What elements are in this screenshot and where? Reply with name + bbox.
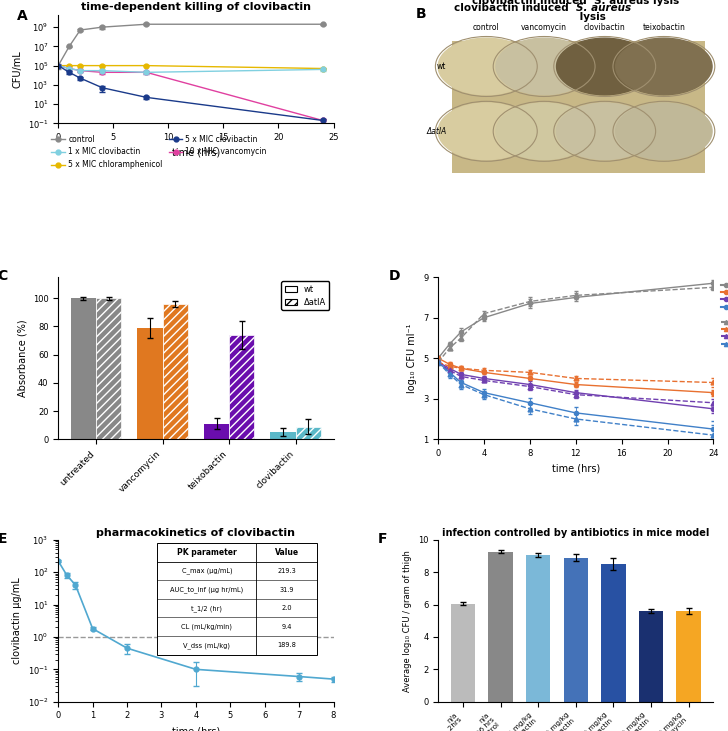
Text: 219.3: 219.3	[277, 568, 296, 574]
Text: AUC_to_inf (μg hr/mL): AUC_to_inf (μg hr/mL)	[170, 586, 244, 593]
Text: 189.8: 189.8	[277, 643, 296, 648]
Title: pharmacokinetics of clovibactin: pharmacokinetics of clovibactin	[96, 528, 296, 537]
Circle shape	[438, 38, 534, 95]
Text: wt: wt	[437, 62, 446, 71]
Text: vancomycin: vancomycin	[521, 23, 567, 32]
Bar	[601, 564, 625, 702]
Text: D: D	[389, 269, 400, 283]
Text: B: B	[416, 7, 427, 20]
Circle shape	[616, 103, 712, 159]
Text: teixobactin: teixobactin	[642, 23, 685, 32]
X-axis label: time (hrs): time (hrs)	[172, 148, 220, 158]
Bar	[162, 304, 188, 439]
Text: S. aureus: S. aureus	[576, 3, 631, 13]
Text: F: F	[378, 531, 387, 545]
Bar	[563, 558, 588, 702]
Bar	[229, 335, 255, 439]
Text: 31.9: 31.9	[280, 586, 294, 593]
Text: clovibactin induced: clovibactin induced	[454, 3, 576, 13]
Bar	[204, 424, 229, 439]
Text: E: E	[0, 531, 7, 545]
Text: A: A	[17, 10, 28, 23]
Bar	[488, 552, 513, 702]
Bar	[296, 426, 321, 439]
Circle shape	[556, 103, 653, 159]
Bar	[676, 611, 701, 702]
Bar	[451, 604, 475, 702]
Text: clovibactin: clovibactin	[584, 23, 625, 32]
Text: V_dss (mL/kg): V_dss (mL/kg)	[183, 642, 230, 649]
Text: CL (mL/kg/min): CL (mL/kg/min)	[181, 624, 232, 630]
Bar	[270, 432, 296, 439]
X-axis label: time (hrs): time (hrs)	[172, 726, 220, 731]
FancyBboxPatch shape	[157, 543, 317, 655]
FancyBboxPatch shape	[452, 40, 705, 173]
Bar	[526, 555, 550, 702]
Text: 2.0: 2.0	[282, 605, 292, 611]
Circle shape	[616, 38, 712, 95]
Bar	[96, 298, 122, 439]
Text: t_1/2 (hr): t_1/2 (hr)	[191, 605, 222, 612]
Legend: wt, + vancomycin, + teixobactin, + clovibactin, , ΔatlA, + vancomycin, + teixoba: wt, + vancomycin, + teixobactin, + clovi…	[720, 281, 728, 349]
X-axis label: time (hrs): time (hrs)	[552, 463, 600, 474]
Circle shape	[556, 38, 653, 95]
Circle shape	[496, 103, 593, 159]
Title: clovibactin induced  S. aureus lysis: clovibactin induced S. aureus lysis	[472, 0, 679, 6]
Text: 1X MIC S.aureus: 1X MIC S.aureus	[203, 626, 266, 635]
Y-axis label: clovibactin μg/mL: clovibactin μg/mL	[12, 577, 22, 664]
Title: infection controlled by antibiotics in mice model: infection controlled by antibiotics in m…	[442, 528, 710, 537]
Text: 9.4: 9.4	[282, 624, 292, 630]
Text: C_max (μg/mL): C_max (μg/mL)	[181, 567, 232, 575]
Y-axis label: CFU/mL: CFU/mL	[12, 50, 22, 88]
Text: PK parameter: PK parameter	[177, 548, 237, 557]
Text: C: C	[0, 269, 8, 283]
Text: ΔatlA: ΔatlA	[426, 126, 446, 136]
Y-axis label: Absorbance (%): Absorbance (%)	[17, 319, 27, 397]
Y-axis label: Average log₁₀ CFU / gram of thigh: Average log₁₀ CFU / gram of thigh	[403, 550, 412, 692]
Circle shape	[496, 38, 593, 95]
Bar	[71, 298, 96, 439]
Bar	[639, 611, 663, 702]
Text: control: control	[473, 23, 499, 32]
Title: time-dependent killing of clovibactin: time-dependent killing of clovibactin	[81, 2, 311, 12]
Y-axis label: log₁₀ CFU ml⁻¹: log₁₀ CFU ml⁻¹	[408, 323, 417, 393]
Text: lysis: lysis	[576, 12, 606, 22]
Text: Value: Value	[274, 548, 298, 557]
Legend: wt, ΔatlA: wt, ΔatlA	[281, 281, 329, 310]
Legend: control, 1 x MIC clovibactin, 5 x MIC chloramphenicol, 5 x MIC clovibactin, 10 x: control, 1 x MIC clovibactin, 5 x MIC ch…	[48, 132, 270, 173]
Bar	[138, 328, 162, 439]
Circle shape	[438, 103, 534, 159]
